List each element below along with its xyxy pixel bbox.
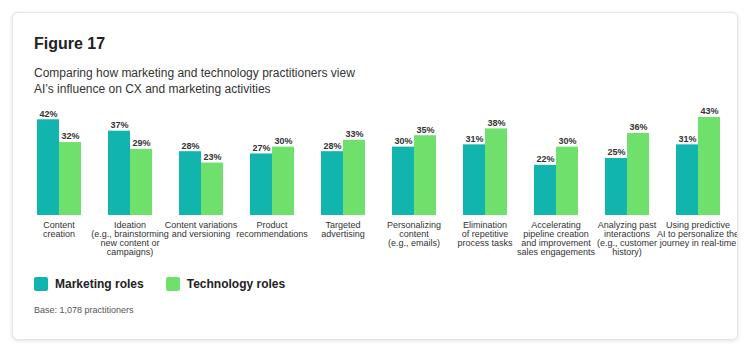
- svg-text:28%: 28%: [181, 141, 199, 151]
- html-text:Figure 17: Figure 17: [34, 35, 106, 52]
- html-text:Technology roles: Technology roles: [186, 277, 286, 291]
- svg-text:37%: 37%: [110, 120, 128, 130]
- html-text:Marketing roles: Marketing roles: [55, 277, 144, 291]
- svg-text:43%: 43%: [700, 106, 718, 116]
- svg-text:Personalizingcontent(e.g., ema: Personalizingcontent(e.g., emails): [387, 220, 441, 248]
- svg-text:32%: 32%: [61, 131, 79, 141]
- svg-text:42%: 42%: [39, 109, 57, 119]
- svg-text:Using predictiveAI to personal: Using predictiveAI to personalize thejou…: [657, 220, 737, 248]
- svg-text:30%: 30%: [394, 136, 412, 146]
- svg-text:30%: 30%: [558, 136, 576, 146]
- svg-text:27%: 27%: [252, 143, 270, 153]
- svg-text:31%: 31%: [465, 134, 483, 144]
- svg-text:Content variationsand versioni: Content variationsand versioning: [165, 220, 238, 239]
- svg-text:Targetedadvertising: Targetedadvertising: [321, 220, 365, 239]
- svg-text:Ideation(e.g., brainstormingne: Ideation(e.g., brainstormingnew content …: [91, 220, 169, 257]
- svg-text:29%: 29%: [132, 138, 150, 148]
- svg-text:Contentcreation: Contentcreation: [43, 220, 75, 239]
- svg-text:Acceleratingpipeline creationa: Acceleratingpipeline creationand improve…: [517, 220, 596, 257]
- html-text:Comparing how marketing and te: Comparing how marketing and technology p…: [34, 66, 355, 96]
- svg-text:30%: 30%: [274, 136, 292, 146]
- svg-text:35%: 35%: [416, 125, 434, 135]
- svg-text:33%: 33%: [345, 129, 363, 139]
- svg-text:Analyzing pastinteractions(e.g: Analyzing pastinteractions(e.g., custome…: [597, 220, 657, 257]
- svg-text:23%: 23%: [203, 152, 221, 162]
- html-text:Base: 1,078 practitioners: Base: 1,078 practitioners: [34, 305, 134, 315]
- svg-text:25%: 25%: [607, 147, 625, 157]
- svg-text:31%: 31%: [678, 134, 696, 144]
- svg-text:22%: 22%: [536, 154, 554, 164]
- svg-text:38%: 38%: [487, 118, 505, 128]
- svg-text:Eliminationof repetitiveproces: Eliminationof repetitiveprocess tasks: [457, 220, 513, 248]
- svg-text:36%: 36%: [629, 122, 647, 132]
- svg-text:28%: 28%: [323, 141, 341, 151]
- svg-text:Productrecommendations: Productrecommendations: [236, 220, 308, 239]
